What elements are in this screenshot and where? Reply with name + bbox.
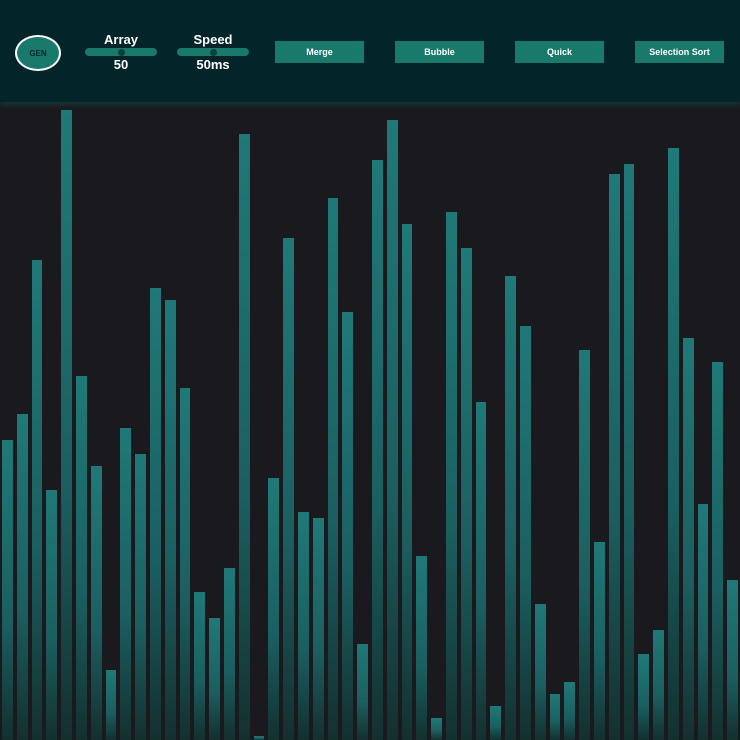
array-bar — [623, 164, 635, 740]
array-bar — [579, 350, 590, 740]
selection-sort-button[interactable]: Selection Sort — [635, 41, 724, 63]
speed-control: Speed 50ms — [177, 33, 249, 72]
array-bar — [253, 736, 265, 740]
array-bar — [224, 568, 235, 740]
array-bar — [697, 504, 709, 740]
array-size-slider[interactable] — [85, 48, 157, 56]
array-bar — [653, 630, 664, 740]
array-bar — [268, 478, 280, 740]
array-bar — [298, 512, 309, 740]
array-bar — [534, 604, 546, 740]
array-bar — [283, 238, 294, 740]
speed-value: 50ms — [196, 57, 230, 72]
array-bar — [608, 174, 620, 740]
array-bar — [327, 198, 339, 740]
array-bar — [105, 670, 117, 740]
array-bar — [76, 376, 87, 740]
array-bar — [31, 260, 43, 740]
array-bar — [460, 248, 472, 740]
array-bar — [727, 580, 738, 740]
array-bar — [505, 276, 516, 740]
array-bar — [312, 518, 324, 740]
array-size-value: 50 — [113, 57, 129, 72]
array-bar — [194, 592, 206, 740]
array-bar — [61, 110, 72, 740]
array-bar — [46, 490, 58, 740]
array-bar — [638, 654, 650, 740]
array-bar — [431, 718, 442, 740]
array-bar — [357, 644, 368, 740]
merge-sort-button[interactable]: Merge — [275, 41, 364, 63]
array-bar — [668, 148, 679, 740]
array-bar — [16, 414, 28, 740]
speed-label: Speed — [193, 32, 233, 47]
array-bar — [520, 326, 531, 740]
array-bar — [446, 212, 457, 740]
bubble-sort-button[interactable]: Bubble — [395, 41, 484, 63]
array-bar — [712, 362, 724, 740]
array-bar — [135, 454, 146, 740]
array-bar — [490, 706, 502, 740]
array-bar — [549, 694, 561, 740]
array-size-slider-thumb[interactable] — [117, 48, 125, 56]
array-bar — [164, 300, 176, 740]
array-bar — [401, 224, 413, 740]
quick-sort-button[interactable]: Quick — [515, 41, 604, 63]
array-bar — [342, 312, 354, 740]
array-bar — [416, 556, 428, 740]
array-bar — [150, 288, 161, 740]
generate-array-button[interactable]: GEN — [15, 35, 61, 71]
array-bar — [238, 134, 250, 740]
array-bar — [386, 120, 398, 740]
array-bar — [682, 338, 694, 740]
array-bar — [372, 160, 383, 740]
array-size-label: Array — [104, 32, 138, 47]
array-bar — [209, 618, 220, 740]
array-bar — [2, 440, 13, 740]
speed-slider[interactable] — [177, 48, 249, 56]
control-toolbar: GEN Array 50 Speed 50ms Merge Bubble Qui… — [0, 0, 740, 102]
array-bar — [179, 388, 191, 740]
speed-slider-thumb[interactable] — [209, 48, 217, 56]
array-bars-area — [0, 102, 740, 740]
array-bar — [120, 428, 132, 740]
array-bar — [564, 682, 576, 740]
array-bar — [594, 542, 605, 740]
array-size-control: Array 50 — [85, 33, 157, 72]
array-bar — [475, 402, 487, 740]
array-bar — [90, 466, 102, 740]
